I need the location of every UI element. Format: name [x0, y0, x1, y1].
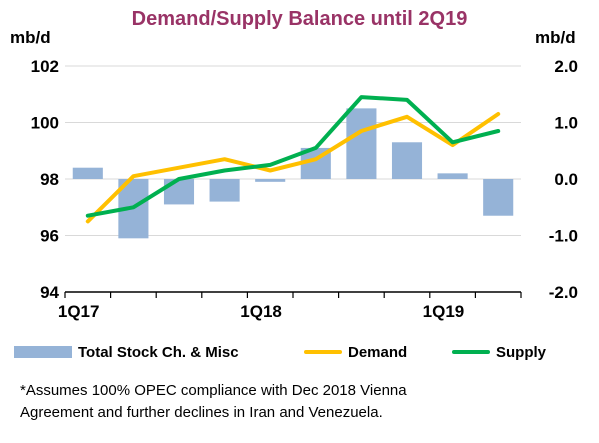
chart-title: Demand/Supply Balance until 2Q19 — [131, 8, 468, 30]
left-axis-unit: mb/d — [10, 28, 51, 47]
stock-change-bar — [483, 179, 514, 216]
left-axis-tick-label: 98 — [40, 170, 59, 189]
right-axis-tick-label: -1.0 — [549, 227, 578, 246]
left-axis-tick-label: 100 — [31, 114, 59, 133]
footnote: *Assumes 100% OPEC compliance with Dec 2… — [20, 380, 590, 424]
legend: Total Stock Ch. & Misc Demand Supply — [14, 341, 599, 363]
left-axis-tick-label: 96 — [40, 227, 59, 246]
right-axis-tick-label: 0.0 — [554, 170, 578, 189]
supply-line — [85, 95, 501, 218]
footnote-line-2: Agreement and further declines in Iran a… — [20, 404, 383, 421]
stock-change-bar — [209, 179, 240, 202]
legend-label-stock: Total Stock Ch. & Misc — [78, 343, 239, 361]
x-axis — [64, 291, 522, 298]
stock-change-bar — [255, 179, 286, 182]
stock-change-bar — [72, 167, 103, 179]
series-lines — [85, 95, 501, 224]
legend-label-supply: Supply — [496, 343, 547, 361]
right-axis-tick-label: 2.0 — [554, 57, 578, 76]
legend-item-demand: Demand — [304, 341, 407, 363]
x-axis-tick-label: 1Q18 — [240, 302, 282, 321]
axis-labels: 94 96 98 100 102 -2.0 -1.0 0.0 1.0 2.0 1Q17 1Q18 1Q1… — [31, 57, 578, 321]
right-axis-tick-label: -2.0 — [549, 283, 578, 302]
legend-item-supply: Supply — [452, 341, 546, 363]
stock-change-bar — [391, 142, 423, 179]
legend-item-stock: Total Stock Ch. & Misc — [14, 341, 239, 363]
x-axis-tick-label: 1Q19 — [423, 302, 465, 321]
right-axis-unit: mb/d — [535, 28, 576, 47]
stock-change-bar — [163, 179, 195, 205]
legend-swatch-demand — [304, 350, 342, 354]
demand-line — [85, 112, 501, 224]
legend-swatch-stock — [14, 346, 72, 358]
stock-change-bar — [437, 173, 468, 179]
x-axis-tick-label: 1Q17 — [58, 302, 100, 321]
legend-swatch-supply — [452, 350, 490, 354]
left-axis-tick-label: 102 — [31, 57, 59, 76]
legend-label-demand: Demand — [348, 343, 408, 361]
footnote-line-1: *Assumes 100% OPEC compliance with Dec 2… — [20, 382, 407, 399]
stock-change-bar — [346, 108, 377, 179]
left-axis-tick-label: 94 — [40, 283, 59, 302]
right-axis-tick-label: 1.0 — [554, 114, 578, 133]
